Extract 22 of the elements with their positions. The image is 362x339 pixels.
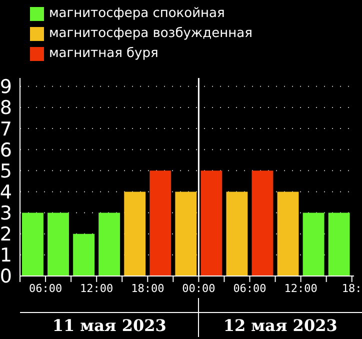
y-tick-label: 8: [0, 97, 12, 120]
x-tick-label: 06:00: [233, 282, 266, 295]
y-tick-label: 7: [0, 118, 12, 140]
x-tick-label: 18:: [342, 282, 362, 295]
x-tick-label: 06:00: [28, 282, 62, 295]
y-tick-label: 3: [0, 202, 12, 225]
y-tick-label: 9: [0, 76, 12, 98]
y-tick-label: 4: [0, 181, 12, 204]
y-tick-label: 1: [0, 244, 12, 267]
legend-label: магнитосфера возбужденная: [49, 25, 252, 43]
y-tick-label: 2: [0, 224, 12, 246]
x-tick-label: 00:00: [182, 282, 216, 295]
legend-label: магнитосфера спокойная: [49, 5, 225, 23]
text: 11 мая 2023: [51, 316, 168, 335]
x-tick-label: 18:00: [131, 282, 164, 295]
legend-label: магнитная буря: [49, 45, 158, 63]
x-tick-label: 12:00: [284, 282, 318, 295]
x-tick-label: 12:00: [80, 282, 114, 295]
y-tick-label: 5: [0, 160, 12, 182]
y-tick-label: 6: [0, 139, 12, 162]
text: 12 мая 2023: [222, 316, 338, 335]
y-tick-label: 0: [0, 266, 12, 288]
